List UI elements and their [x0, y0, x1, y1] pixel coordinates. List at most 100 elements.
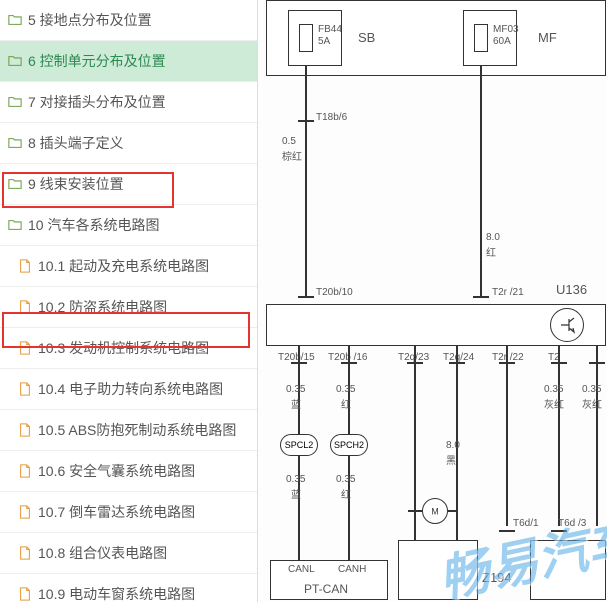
tree-item-5[interactable]: 10 汽车各系统电路图 [0, 205, 257, 246]
w035d: 0.35 [582, 384, 601, 395]
vw7 [596, 346, 598, 526]
tree-item-label: 10.1 起动及充电系统电路图 [38, 256, 209, 276]
tree-item-10[interactable]: 10.5 ABS防抱死制动系统电路图 [0, 410, 257, 451]
w035f: 0.35 [336, 474, 355, 485]
tree-item-label: 10 汽车各系统电路图 [28, 215, 159, 235]
file-icon [18, 341, 32, 355]
fuse-box-fb44 [288, 10, 342, 66]
label-sb: SB [358, 30, 375, 45]
file-icon [18, 259, 32, 273]
tree-item-1[interactable]: 6 控制单元分布及位置 [0, 41, 257, 82]
module-right [530, 540, 606, 600]
tree-item-label: 10.8 组合仪表电路图 [38, 543, 167, 563]
label-t20b10: T20b/10 [316, 287, 353, 298]
tree-item-label: 6 控制单元分布及位置 [28, 51, 166, 71]
diagram-panel: FB44 5A SB MF03 60A MF T18b/6 0.5 棕红 8.0… [258, 0, 607, 602]
wire-fb44-down [305, 66, 307, 296]
t6d3: T6d /3 [558, 518, 586, 529]
transistor-symbol [550, 308, 584, 342]
label-wire05c: 棕红 [282, 148, 302, 163]
tree-item-label: 10.6 安全气囊系统电路图 [38, 461, 195, 481]
label-t18b6: T18b/6 [316, 112, 347, 123]
w035dc: 灰红 [582, 396, 602, 411]
conn-t20b10 [298, 296, 314, 298]
w035c: 0.35 [544, 384, 563, 395]
fuse-mf03 [474, 24, 488, 52]
tree-item-12[interactable]: 10.7 倒车雷达系统电路图 [0, 492, 257, 533]
sidebar-tree[interactable]: 5 接地点分布及位置 6 控制单元分布及位置 7 对接插头分布及位置 8 插头端子定义… [0, 0, 258, 602]
tree-item-label: 10.4 电子助力转向系统电路图 [38, 379, 223, 399]
label-u136: U136 [556, 282, 587, 297]
file-icon [18, 300, 32, 314]
tree-item-14[interactable]: 10.9 电动车窗系统电路图 [0, 574, 257, 602]
label-mf03: MF03 [493, 24, 519, 35]
tree-item-13[interactable]: 10.8 组合仪表电路图 [0, 533, 257, 574]
canl: CANL [288, 564, 315, 575]
tree-item-label: 10.3 发动机控制系统电路图 [38, 338, 209, 358]
w80b: 8.0 [446, 440, 460, 451]
tree-item-3[interactable]: 8 插头端子定义 [0, 123, 257, 164]
svg-text:M: M [431, 507, 438, 517]
circuit-diagram: FB44 5A SB MF03 60A MF T18b/6 0.5 棕红 8.0… [258, 0, 607, 602]
tree-item-8[interactable]: 10.3 发动机控制系统电路图 [0, 328, 257, 369]
ptcan: PT-CAN [304, 582, 348, 596]
tree-item-4[interactable]: 9 线束安装位置 [0, 164, 257, 205]
folder-icon [8, 177, 22, 191]
label-wire05: 0.5 [282, 136, 296, 147]
folder-icon [8, 136, 22, 150]
w035fc: 红 [341, 486, 351, 501]
file-icon [18, 546, 32, 560]
tree-item-label: 10.2 防盗系统电路图 [38, 297, 167, 317]
tree-item-label: 10.5 ABS防抱死制动系统电路图 [38, 420, 236, 440]
tree-item-11[interactable]: 10.6 安全气囊系统电路图 [0, 451, 257, 492]
motor-symbol: M [422, 498, 448, 524]
w035bc: 红 [341, 396, 351, 411]
label-t2r21: T2r /21 [492, 287, 524, 298]
module-z194 [398, 540, 478, 600]
label-mf: MF [538, 30, 557, 45]
conn-t18b6 [298, 120, 314, 122]
label-fb44: FB44 [318, 24, 342, 35]
tree-item-6[interactable]: 10.1 起动及充电系统电路图 [0, 246, 257, 287]
splice-spch2: SPCH2 [330, 434, 368, 456]
vw3 [414, 346, 416, 546]
tree-item-label: 7 对接插头分布及位置 [28, 92, 166, 112]
vw1 [298, 346, 300, 586]
tree-item-label: 9 线束安装位置 [28, 174, 124, 194]
file-icon [18, 464, 32, 478]
folder-icon [8, 218, 22, 232]
vw5 [506, 346, 508, 526]
w035ac: 蓝 [291, 396, 301, 411]
label-fb44-rating: 5A [318, 36, 330, 47]
tree-item-label: 10.7 倒车雷达系统电路图 [38, 502, 195, 522]
vw2 [348, 346, 350, 586]
splice-spcl2: SPCL2 [280, 434, 318, 456]
tree-item-7[interactable]: 10.2 防盗系统电路图 [0, 287, 257, 328]
label-mf03-rating: 60A [493, 36, 511, 47]
file-icon [18, 505, 32, 519]
wire-mf03-down [480, 66, 482, 296]
file-icon [18, 423, 32, 437]
folder-icon [8, 95, 22, 109]
fuse-fb44 [299, 24, 313, 52]
w035a: 0.35 [286, 384, 305, 395]
file-icon [18, 587, 32, 601]
w80bc: 黑 [446, 452, 456, 467]
tree-item-label: 10.9 电动车窗系统电路图 [38, 584, 195, 602]
tree-item-label: 5 接地点分布及位置 [28, 10, 152, 30]
file-icon [18, 382, 32, 396]
conn-t2r21 [473, 296, 489, 298]
folder-icon [8, 13, 22, 27]
label-wire80c: 红 [486, 244, 496, 259]
tree-item-9[interactable]: 10.4 电子助力转向系统电路图 [0, 369, 257, 410]
tree-item-label: 8 插头端子定义 [28, 133, 124, 153]
tree-item-2[interactable]: 7 对接插头分布及位置 [0, 82, 257, 123]
t6d1: T6d/1 [513, 518, 539, 529]
vw6 [558, 346, 560, 526]
w035e: 0.35 [286, 474, 305, 485]
z194: Z194 [482, 570, 512, 585]
w035ec: 蓝 [291, 486, 301, 501]
w035cc: 灰红 [544, 396, 564, 411]
tree-item-0[interactable]: 5 接地点分布及位置 [0, 0, 257, 41]
label-wire80: 8.0 [486, 232, 500, 243]
